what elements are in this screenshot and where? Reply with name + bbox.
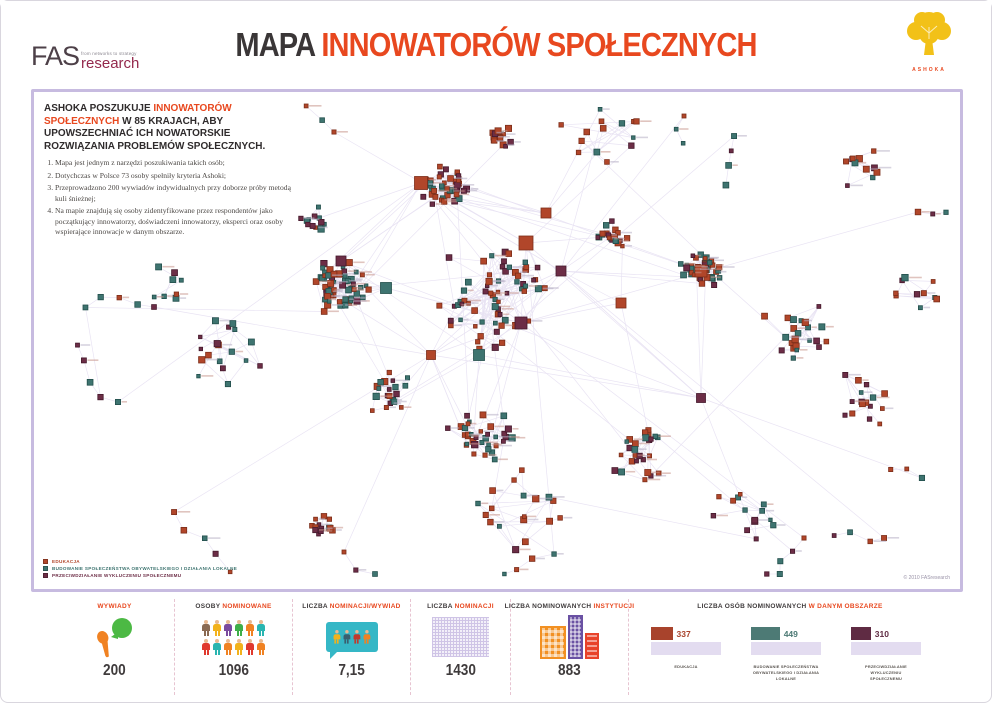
bar-budowanie-caption: BUDOWANIE SPOŁECZEŃSTWA OBYWATELSKIEGO I… (752, 664, 820, 681)
intro-heading-accent: INNOWATORÓW SPOŁECZNYCH (44, 102, 232, 127)
bar-przeciwdzialanie: 310 PRZECIWDZIAŁANIE WYKLUCZENIU SPOŁECZ… (851, 627, 929, 682)
speech-bubble-people-icon (325, 622, 378, 659)
legend: EDUKACJA BUDOWANIE SPOŁECZEŃSTWA OBYWATE… (43, 557, 237, 580)
buildings-icon (540, 615, 599, 659)
legend-label-edukacja: EDUKACJA (52, 559, 80, 564)
stat-nominacje-wywiad: LICZBA NOMINACJI/WYWIAD 7,15 (293, 599, 411, 695)
legend-item-przeciwdzialanie: PRZECIWDZIAŁANIE WYKLUCZENIU SPOŁECZNEMU (43, 573, 237, 578)
people-rows-icon (202, 619, 266, 655)
header: FAS from networks to strategy research M… (1, 1, 991, 89)
legend-item-edukacja: EDUKACJA (43, 559, 237, 564)
legend-swatch-budowanie (43, 566, 48, 571)
stat-liczba-nominacji-value: 1430 (445, 662, 476, 679)
intro-heading: ASHOKA POSZUKUJE INNOWATORÓW SPOŁECZNYCH… (44, 102, 266, 152)
page-title: MAPA INNOWATORÓW SPOŁECZNYCH (235, 26, 757, 64)
page-title-accent: INNOWATORÓW SPOŁECZNYCH (321, 26, 757, 63)
stat-osoby-nominowane: OSOBY NOMINOWANE 1096 (175, 599, 293, 695)
stat-wywiady-value: 200 (103, 662, 126, 679)
bar-edukacja-caption: EDUKACJA (674, 664, 698, 669)
bar-budowanie-value: 449 (783, 628, 798, 639)
stat-osoby-label: OSOBY NOMINOWANE (195, 603, 272, 610)
legend-label-przeciwdzialanie: PRZECIWDZIAŁANIE WYKLUCZENIU SPOŁECZNEMU (52, 573, 182, 578)
fas-tagline: from networks to strategy (81, 50, 137, 56)
bar-budowanie-track (751, 642, 821, 655)
stat-wywiady: WYWIADY 200 (55, 599, 175, 695)
legend-swatch-edukacja (43, 559, 48, 564)
stats-strip: WYWIADY 200 OSOBY NOMINOWANE 1096 LICZBA… (55, 599, 951, 695)
stat-instytucje-value: 883 (558, 662, 581, 679)
ashoka-label: ASHOKA (912, 67, 946, 73)
dot-grid-icon (432, 617, 489, 657)
legend-label-budowanie: BUDOWANIE SPOŁECZEŃSTWA OBYWATELSKIEGO I… (52, 566, 238, 571)
stat-liczba-nominacji-label: LICZBA NOMINACJI (427, 603, 494, 610)
bar-przeciwdzialanie-value: 310 (874, 628, 889, 639)
fas-research-text: research (81, 54, 140, 72)
stat-osoby-value: 1096 (218, 662, 249, 679)
stat-wywiady-label: WYWIADY (97, 603, 132, 610)
ashoka-tree-icon (907, 12, 951, 55)
area-chart-title: LICZBA OSÓB NOMINOWANYCH W DANYM OBSZARZ… (697, 603, 883, 610)
bar-przeciwdzialanie-caption: PRZECIWDZIAŁANIE WYKLUCZENIU SPOŁECZNEMU (865, 664, 907, 681)
stat-instytucje-label: LICZBA NOMINOWANYCH INSTYTUCJI (504, 603, 635, 610)
bar-edukacja-track (651, 642, 721, 655)
bar-edukacja-value: 337 (676, 628, 691, 639)
bar-edukacja: 337 EDUKACJA (651, 627, 729, 682)
area-bars: 337 EDUKACJA 449 BUDOWANIE SPOŁECZEŃSTWA… (651, 627, 929, 682)
bar-budowanie: 449 BUDOWANIE SPOŁECZEŃSTWA OBYWATELSKIE… (751, 627, 829, 682)
stat-instytucje: LICZBA NOMINOWANYCH INSTYTUCJI 883 (505, 599, 634, 695)
legend-swatch-przeciwdzialanie (43, 573, 48, 578)
stat-nominacje-wywiad-label: LICZBA NOMINACJI/WYWIAD (302, 603, 401, 610)
network-svg (75, 103, 949, 577)
intro-block: ASHOKA POSZUKUJE INNOWATORÓW SPOŁECZNYCH… (42, 100, 298, 242)
ashoka-logo: ASHOKA (893, 9, 965, 73)
bar-przeciwdzialanie-track (851, 642, 921, 655)
intro-list: Mapa jest jednym z narzędzi poszukiwania… (55, 158, 296, 237)
stat-obszary-chart: LICZBA OSÓB NOMINOWANYCH W DANYM OBSZARZ… (629, 599, 951, 695)
stat-liczba-nominacji: LICZBA NOMINACJI 1430 (411, 599, 511, 695)
fas-logo-text: FAS (31, 41, 80, 71)
copyright: © 2010 FASresearch (903, 575, 951, 581)
legend-item-budowanie: BUDOWANIE SPOŁECZEŃSTWA OBYWATELSKIEGO I… (43, 566, 237, 571)
microphone-bubble-icon (91, 613, 139, 661)
page-title-dark: MAPA (235, 26, 322, 63)
fas-research-logo: FAS from networks to strategy research (31, 41, 140, 72)
stat-nominacje-wywiad-value: 7,15 (338, 662, 365, 679)
network-map-panel: ASHOKA POSZUKUJE INNOWATORÓW SPOŁECZNYCH… (31, 89, 963, 592)
